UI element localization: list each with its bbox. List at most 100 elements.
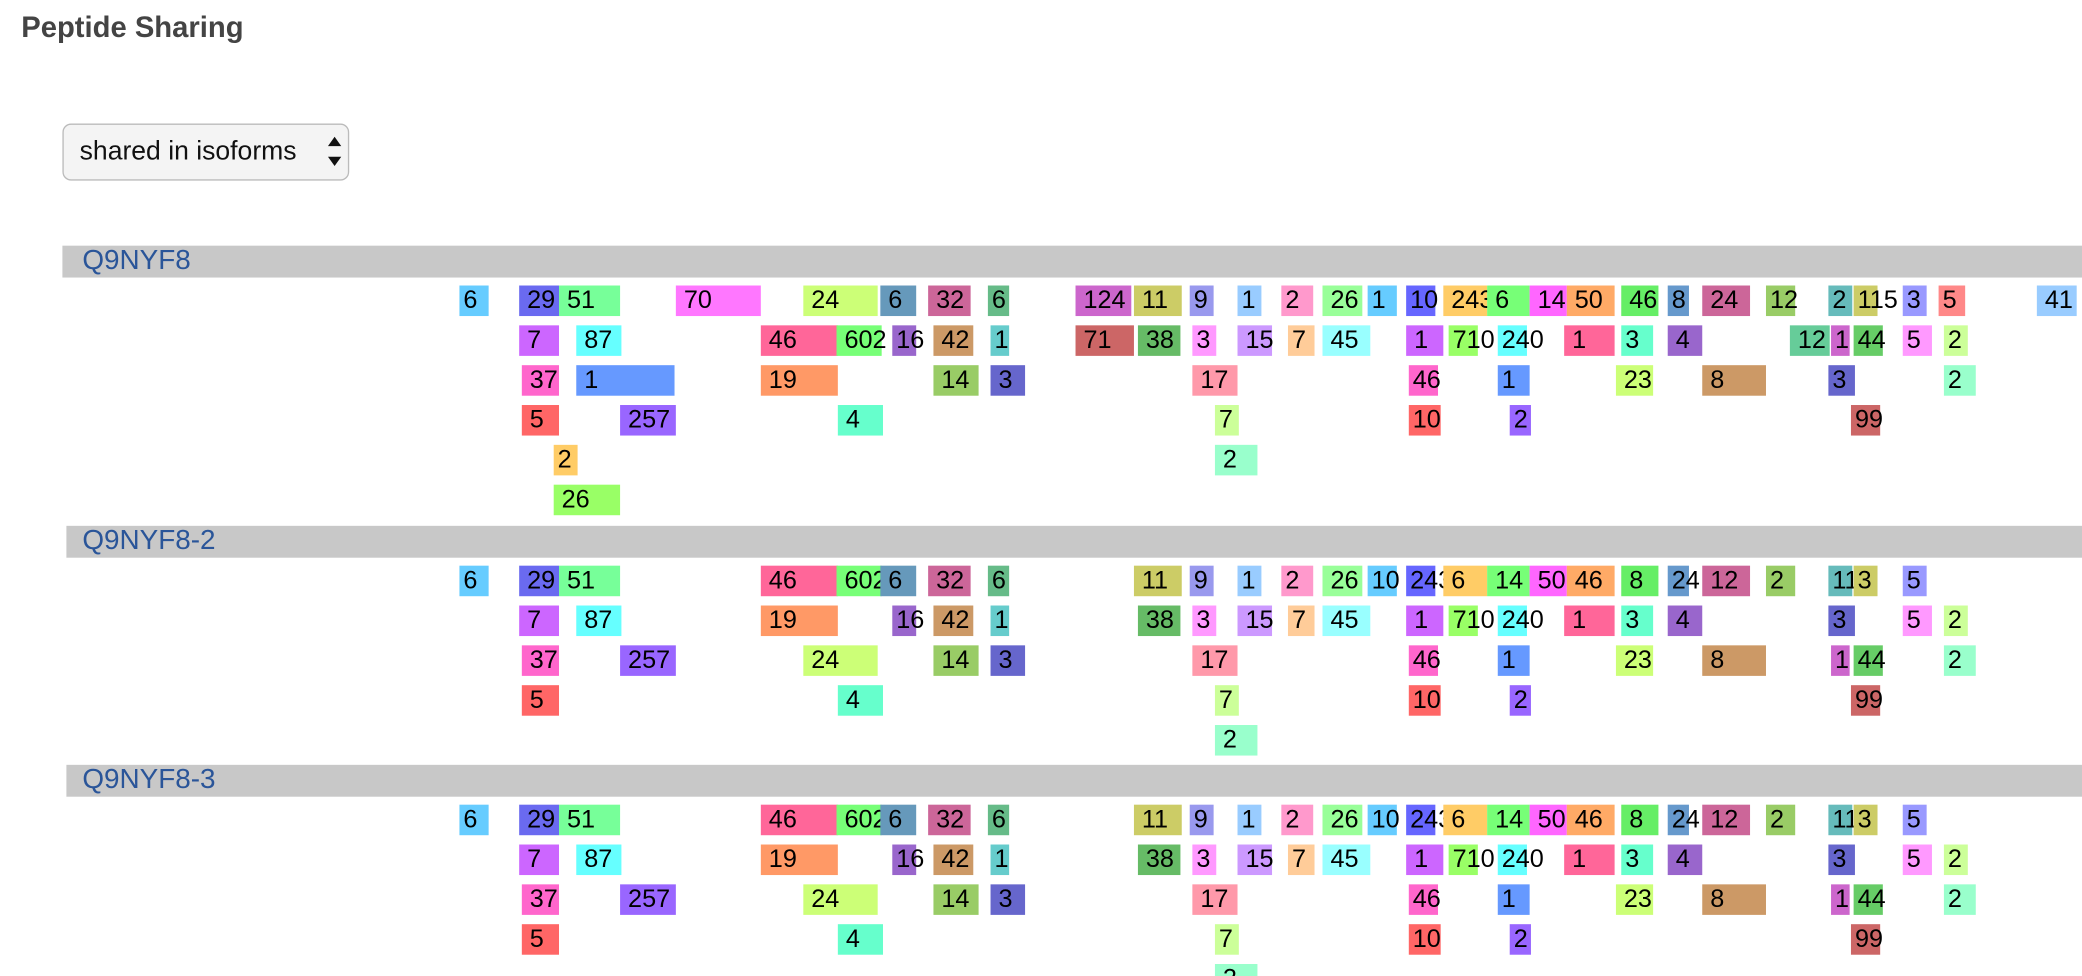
peptide-box — [1192, 605, 1217, 637]
peptide-count: 23 — [1624, 885, 1652, 913]
peptide-box — [1902, 565, 1927, 597]
peptide-box — [1497, 844, 1527, 876]
peptide-count: 26 — [1330, 286, 1358, 314]
peptide-count: 11 — [1142, 566, 1168, 594]
peptide-box — [576, 605, 622, 637]
peptide-count: 4 — [1676, 326, 1690, 354]
peptide-box — [1287, 844, 1315, 876]
peptide-box — [1367, 285, 1397, 317]
peptide-count: 257 — [628, 646, 670, 674]
peptide-box — [1831, 325, 1850, 356]
peptide-count: 2 — [1223, 965, 1237, 976]
peptide-box — [1192, 365, 1238, 396]
isoform-select[interactable]: shared in isoforms — [62, 123, 350, 181]
peptide-box — [803, 645, 878, 676]
peptide-count: 19 — [769, 606, 797, 634]
peptide-count: 2 — [1948, 646, 1962, 674]
peptide-count: 8 — [1710, 646, 1724, 674]
peptide-box — [1406, 804, 1436, 836]
peptide-box — [521, 365, 560, 396]
peptide-box — [1902, 605, 1932, 637]
peptide-count: 23 — [1624, 646, 1652, 674]
peptide-count: 24 — [811, 885, 839, 913]
select-arrows[interactable] — [327, 136, 342, 167]
peptide-count: 51 — [567, 566, 595, 594]
peptide-box — [1621, 605, 1654, 637]
peptide-count: 5 — [1943, 286, 1957, 314]
peptide-box — [1902, 325, 1932, 356]
peptide-count: 5 — [530, 406, 544, 434]
peptide-box — [1702, 365, 1766, 396]
peptide-box — [1237, 605, 1273, 637]
peptide-box — [1943, 605, 1968, 637]
peptide-box — [553, 444, 578, 476]
peptide-count: 6 — [888, 566, 902, 594]
peptide-box — [1487, 285, 1530, 317]
peptide-count: 12 — [1770, 286, 1798, 314]
peptide-box — [1322, 285, 1363, 317]
peptide-box — [1615, 645, 1654, 676]
peptide-box — [933, 645, 979, 676]
peptide-count: 6 — [992, 805, 1006, 833]
peptide-box — [1621, 804, 1659, 836]
peptide-count: 4 — [1676, 845, 1690, 873]
peptide-box — [1214, 685, 1239, 716]
peptide-box — [803, 285, 878, 317]
peptide-count: 3 — [1625, 845, 1639, 873]
peptide-box — [990, 844, 1010, 876]
protein-header-bar — [66, 525, 2082, 558]
peptide-count: 6 — [1451, 566, 1465, 594]
peptide-count: 99 — [1855, 406, 1883, 434]
peptide-count: 8 — [1629, 566, 1643, 594]
peptide-box — [1448, 844, 1478, 876]
peptide-count: 16 — [896, 606, 924, 634]
peptide-count: 50 — [1538, 805, 1566, 833]
select-box[interactable] — [62, 123, 350, 181]
peptide-count: 45 — [1330, 845, 1358, 873]
peptide-count: 38 — [1146, 326, 1174, 354]
peptide-count: 3 — [999, 646, 1013, 674]
peptide-count: 10 — [1413, 925, 1441, 953]
peptide-count: 6 — [1495, 286, 1509, 314]
peptide-count: 46 — [1575, 805, 1603, 833]
peptide-count: 1 — [1241, 286, 1255, 314]
peptide-box — [837, 685, 883, 716]
peptide-box — [1702, 565, 1751, 597]
peptide-box — [1192, 645, 1238, 676]
peptide-count: 7 — [1292, 326, 1306, 354]
peptide-box — [987, 285, 1010, 317]
peptide-box — [1189, 565, 1214, 597]
peptide-count: 6 — [463, 286, 477, 314]
peptide-box — [1850, 924, 1881, 955]
peptide-box — [1938, 285, 1966, 317]
peptide-box — [933, 844, 974, 876]
peptide-box — [1487, 804, 1530, 836]
select-value[interactable]: shared in isoforms — [80, 136, 297, 166]
peptide-box — [933, 884, 979, 915]
peptide-box — [1133, 804, 1182, 836]
peptide-box — [928, 804, 971, 836]
peptide-count: 15 — [1245, 606, 1273, 634]
peptide-box — [990, 325, 1010, 356]
peptide-box — [1408, 405, 1441, 436]
peptide-box — [1566, 285, 1615, 317]
peptide-count: 10 — [1372, 805, 1400, 833]
peptide-count: 87 — [584, 845, 612, 873]
peptide-box — [1667, 325, 1703, 356]
peptide-count: 1 — [584, 366, 598, 394]
peptide-box — [1214, 964, 1258, 976]
peptide-box — [1564, 325, 1615, 356]
peptide-count: 7 — [527, 845, 541, 873]
peptide-box — [1566, 804, 1615, 836]
peptide-count: 3 — [1196, 845, 1210, 873]
peptide-count: 710 — [1453, 606, 1495, 634]
peptide-box — [1367, 565, 1397, 597]
peptide-box — [559, 285, 621, 317]
peptide-count: 14 — [1495, 566, 1523, 594]
peptide-count: 37 — [530, 366, 558, 394]
peptide-box — [519, 565, 560, 597]
protein-name: Q9NYF8-2 — [82, 524, 215, 555]
peptide-count: 46 — [769, 805, 797, 833]
peptide-box — [880, 804, 917, 836]
